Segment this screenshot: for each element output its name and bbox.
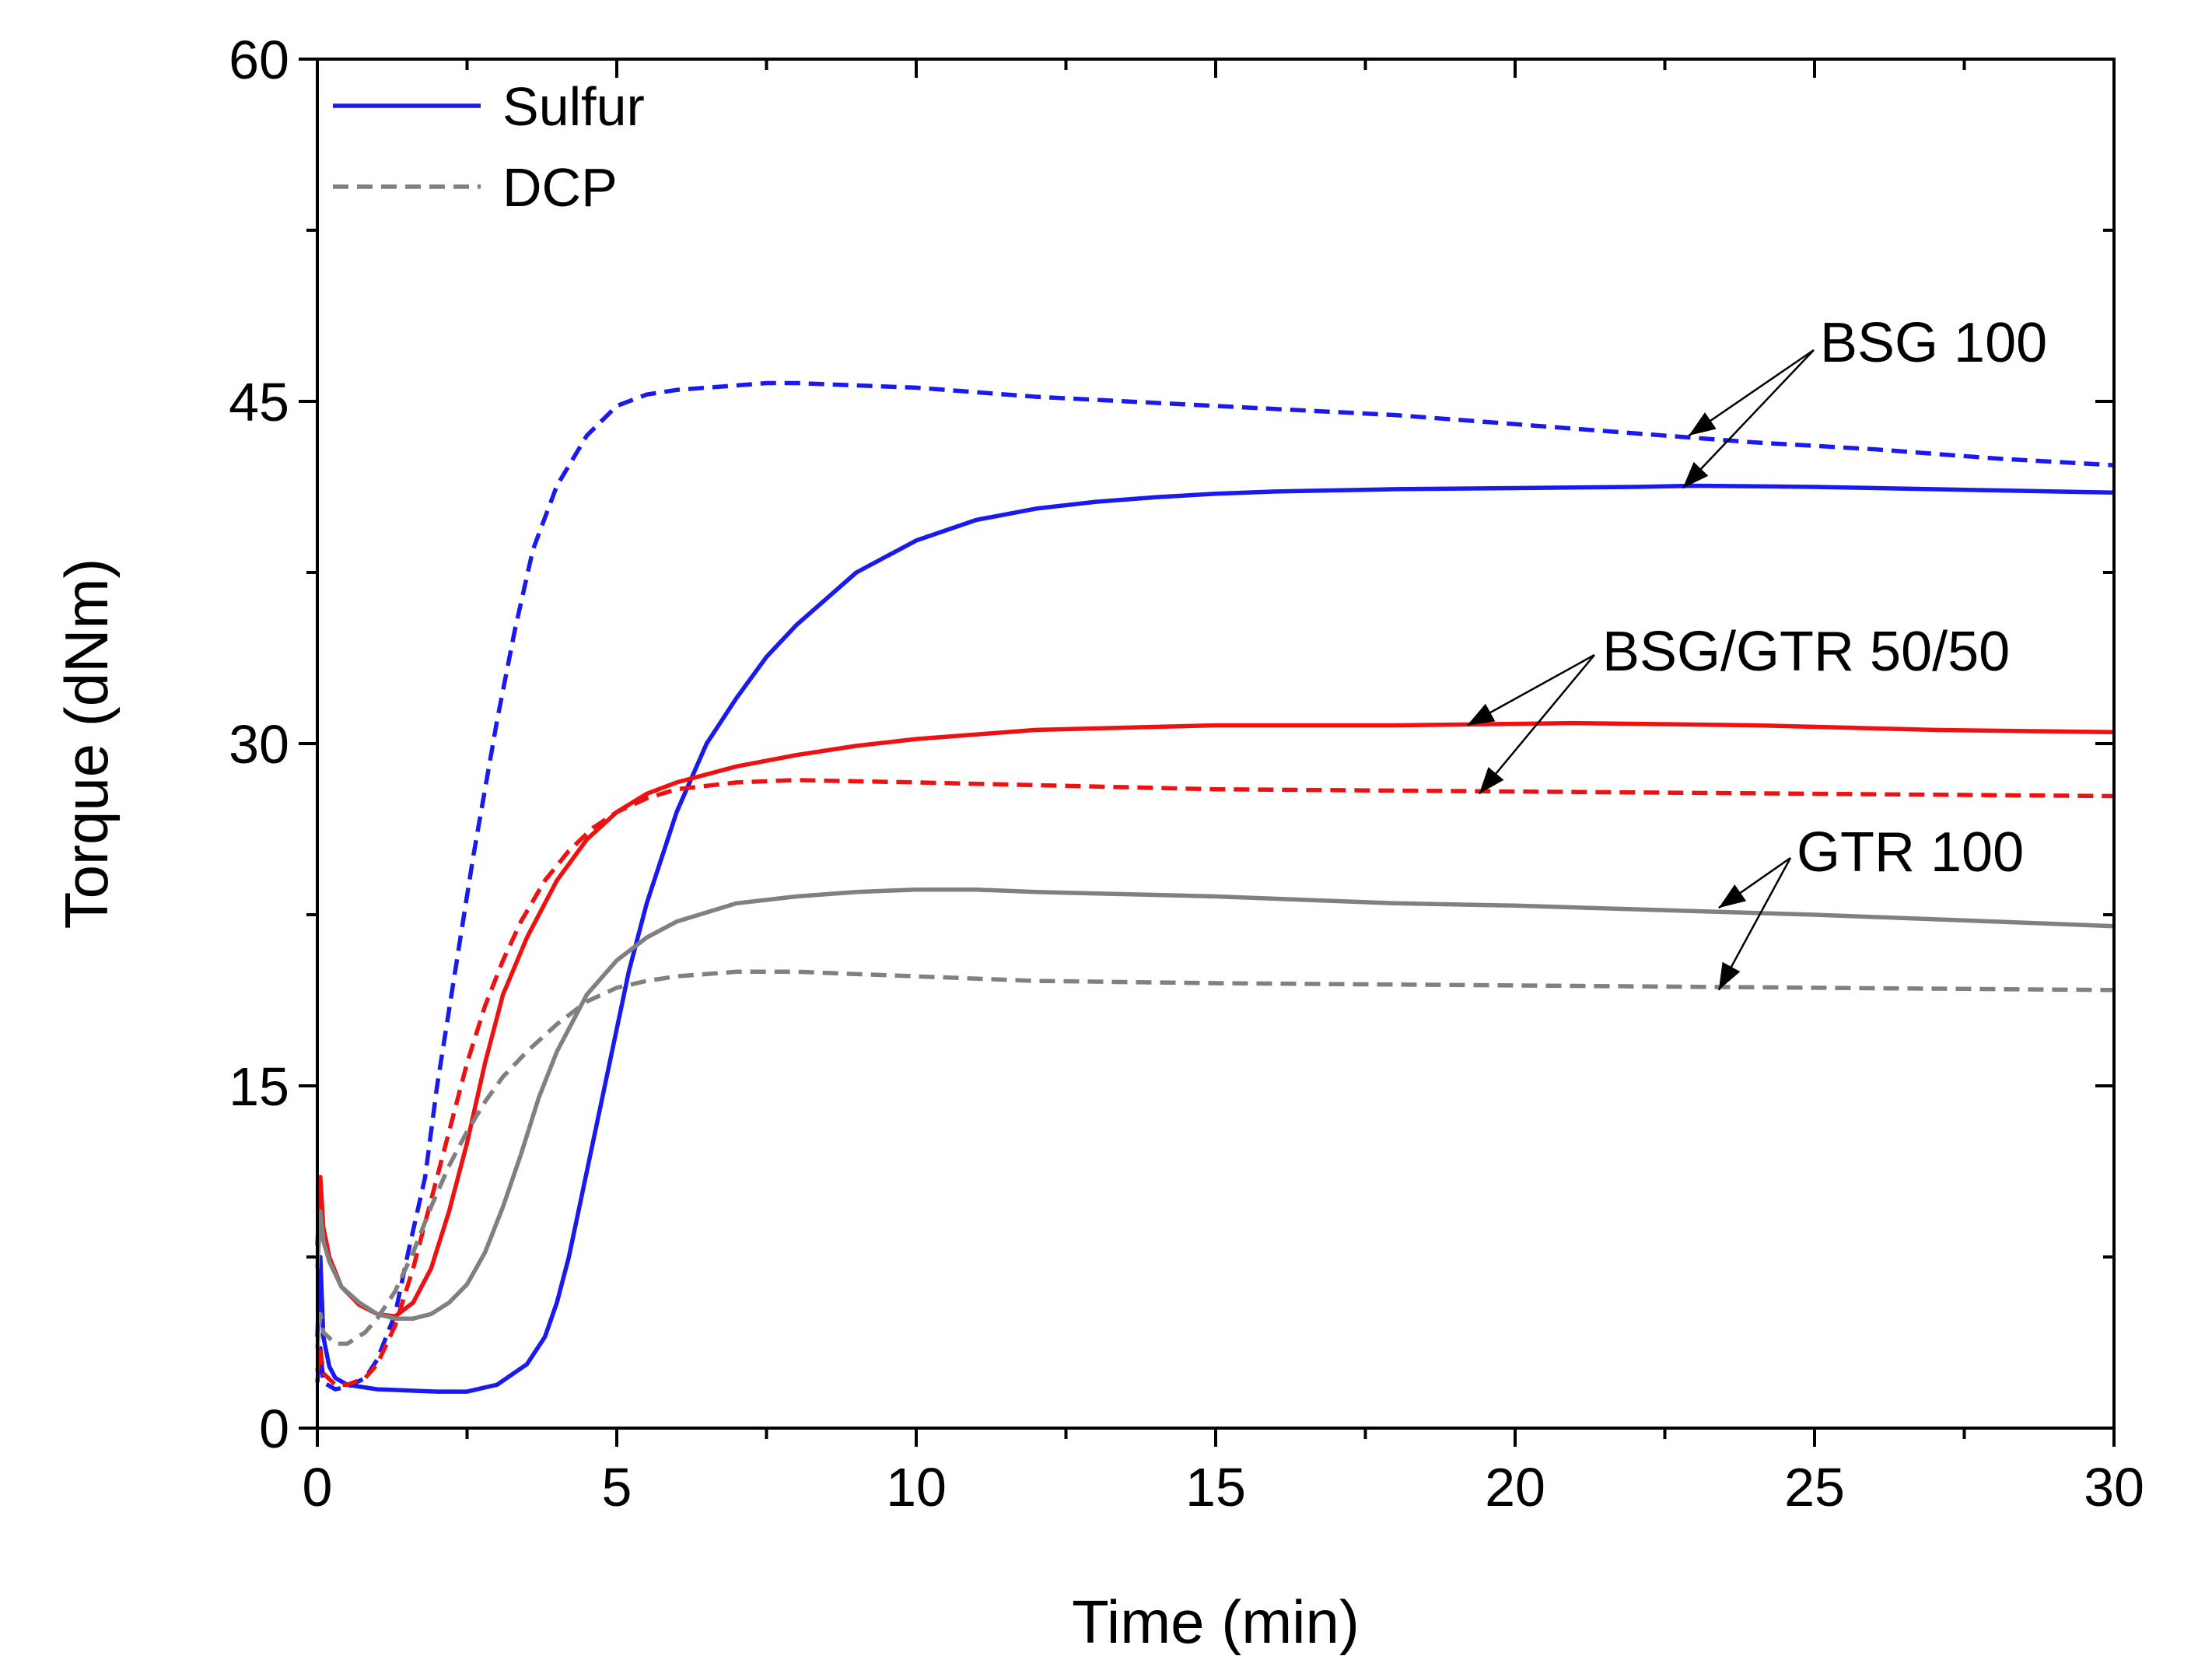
annotation-arrowhead-bsg-100 <box>1689 412 1717 436</box>
annotation-leader-bsg-gtr-50-50 <box>1478 654 1595 795</box>
annotation-arrowhead-bsg-100 <box>1682 461 1709 488</box>
annotation-label-bsg-gtr-50-50: BSG/GTR 50/50 <box>1602 621 2010 683</box>
annotation-arrowhead-bsg-gtr-50-50 <box>1479 767 1504 794</box>
series-line-bsg-100-sulfur <box>315 483 2115 1394</box>
y-tick-label: 0 <box>259 1399 289 1459</box>
series-line-bsg-100-dcp <box>315 380 2115 1392</box>
annotation-arrowhead-gtr-100 <box>1718 961 1741 990</box>
series-line-bsg-gtr-50-50-dcp <box>315 778 2115 1388</box>
annotation-leader-bsg-100 <box>1682 349 1815 489</box>
axis-ticks <box>299 58 2116 1447</box>
x-tick-label: 5 <box>602 1457 632 1518</box>
y-tick-label: 15 <box>229 1056 289 1117</box>
legend-label-sulfur: Sulfur <box>502 76 645 137</box>
annotation-arrowhead-gtr-100 <box>1718 884 1747 909</box>
annotation-arrowhead-bsg-gtr-50-50 <box>1467 703 1496 726</box>
x-tick-label: 10 <box>886 1457 947 1518</box>
legend-label-dcp: DCP <box>502 157 618 218</box>
annotation-label-bsg-100: BSG 100 <box>1820 312 2047 374</box>
legend: Sulfur DCP <box>333 76 645 218</box>
x-axis-title: Time (min) <box>1072 1588 1360 1656</box>
y-tick-label: 30 <box>229 714 289 775</box>
x-tick-label: 25 <box>1784 1457 1845 1518</box>
curves-layer <box>315 380 2115 1394</box>
annotation-label-gtr-100: GTR 100 <box>1797 821 2024 884</box>
x-tick-label: 15 <box>1185 1457 1246 1518</box>
y-axis-title: Torque (dNm) <box>52 558 121 930</box>
x-tick-label: 20 <box>1485 1457 1545 1518</box>
y-tick-label: 45 <box>229 372 289 432</box>
x-tick-label: 0 <box>303 1457 333 1518</box>
x-tick-label: 30 <box>2084 1457 2144 1518</box>
plot-frame <box>316 58 2116 1430</box>
axis-tick-labels: 0 5 10 15 20 25 30 0 15 30 45 60 <box>229 30 2144 1518</box>
y-tick-label: 60 <box>229 30 289 90</box>
series-line-gtr-100-sulfur <box>315 887 2115 1321</box>
series-line-gtr-100-dcp <box>315 969 2115 1349</box>
series-line-bsg-gtr-50-50-sulfur <box>315 720 2115 1319</box>
annotations: BSG 100 BSG/GTR 50/50 GTR 100 <box>1466 312 2047 991</box>
